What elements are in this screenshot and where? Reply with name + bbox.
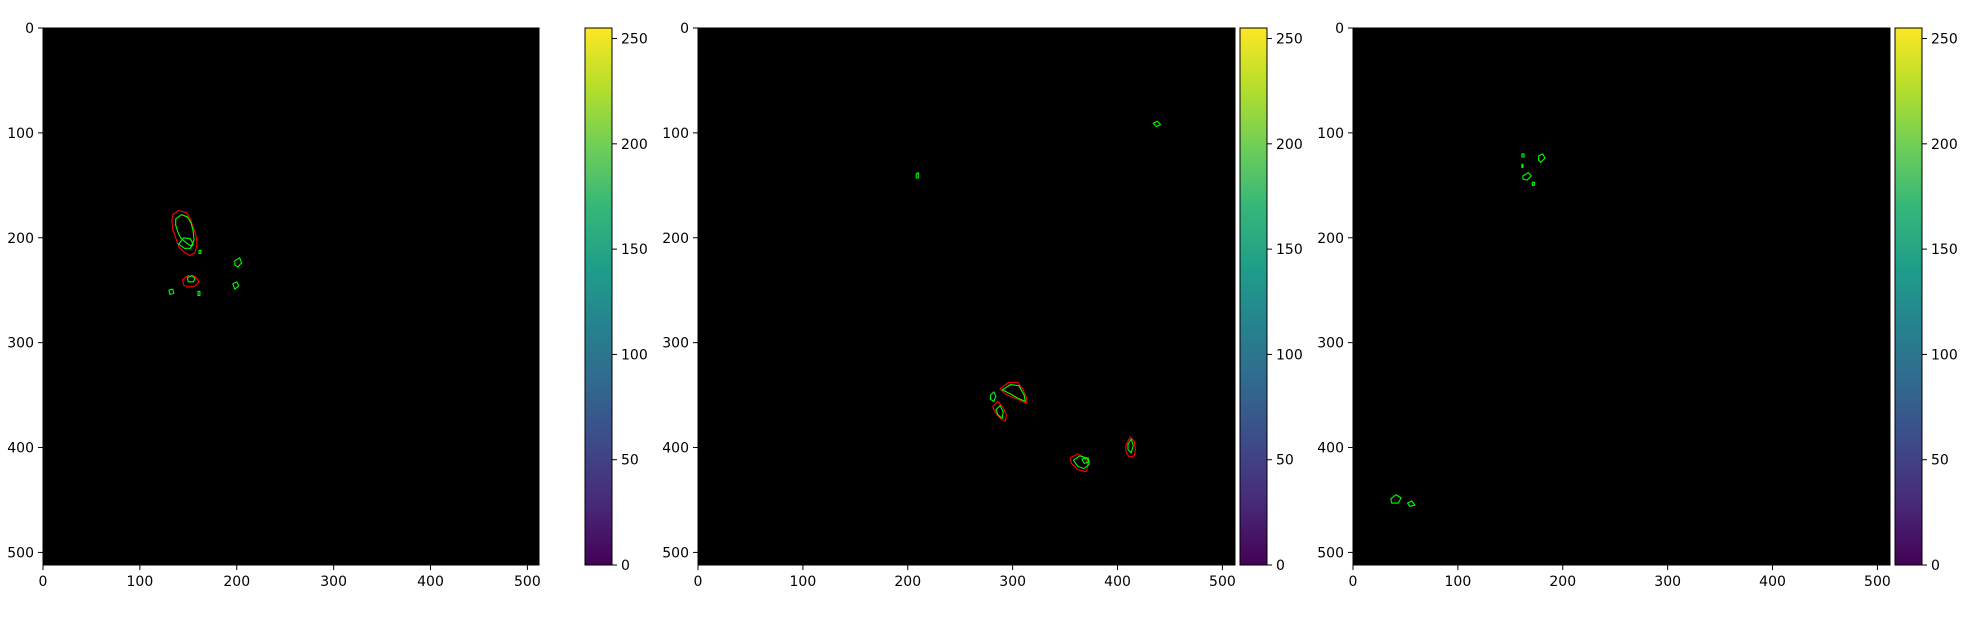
prediction-contour <box>915 172 919 179</box>
panel-2: 0 100 200 300 400 500 0 100 200 300 400 500 0 50 100 15… <box>662 21 1302 590</box>
y-tick-label: 200 <box>7 231 34 247</box>
prediction-contour <box>178 237 194 249</box>
prediction-contour <box>1001 384 1026 402</box>
prediction-contour <box>1072 455 1090 470</box>
x-tick-label: 200 <box>223 574 250 590</box>
y-tick-label: 100 <box>1317 126 1344 142</box>
prediction-contour <box>1521 163 1524 169</box>
colorbar-tick-label: 250 <box>1276 32 1303 48</box>
y-tick-label: 200 <box>662 231 689 247</box>
prediction-contour <box>234 257 243 268</box>
prediction-contour <box>1390 494 1402 504</box>
colorbar-tick-label: 0 <box>1931 558 1940 574</box>
x-tick-label: 100 <box>127 574 154 590</box>
x-tick-label: 300 <box>320 574 347 590</box>
colorbar-tick-label: 50 <box>1931 453 1949 469</box>
y-tick-label: 0 <box>680 21 689 37</box>
x-tick-label: 200 <box>894 574 921 590</box>
y-tick-label: 300 <box>7 336 34 352</box>
x-tick-label: 500 <box>1209 574 1236 590</box>
prediction-contour <box>1406 500 1416 507</box>
x-tick-label: 100 <box>1445 574 1472 590</box>
label-contour <box>1125 436 1136 458</box>
prediction-contour <box>995 405 1004 419</box>
prediction-contour <box>186 274 196 283</box>
label-contour <box>181 274 200 288</box>
colorbar-tick-label: 100 <box>1931 347 1958 363</box>
prediction-contour <box>1127 438 1134 454</box>
x-tick-label: 0 <box>1349 574 1358 590</box>
x-tick-label: 400 <box>1104 574 1131 590</box>
prediction-contour <box>168 288 175 295</box>
colorbar-tick-label: 100 <box>621 347 648 363</box>
y-tick-label: 400 <box>662 441 689 457</box>
prediction-contour <box>1538 153 1546 163</box>
x-tick-label: 500 <box>1864 574 1891 590</box>
prediction-contour <box>1152 120 1162 128</box>
colorbar <box>584 27 613 566</box>
x-tick-label: 0 <box>39 574 48 590</box>
y-tick-label: 300 <box>1317 336 1344 352</box>
y-tick-label: 0 <box>25 21 34 37</box>
label-contour <box>999 381 1027 405</box>
colorbar-tick-label: 150 <box>621 242 648 258</box>
colorbar-tick-label: 150 <box>1276 242 1303 258</box>
y-tick-label: 100 <box>7 126 34 142</box>
panel-1: 0 100 200 300 400 500 0 100 200 300 400 500 0 50 100 15… <box>7 21 647 590</box>
colorbar-tick-label: 50 <box>621 453 639 469</box>
colorbar-tick-label: 250 <box>1931 32 1958 48</box>
label-contour <box>171 209 198 257</box>
prediction-contour <box>197 290 201 297</box>
image-area <box>1353 28 1890 565</box>
y-tick-label: 100 <box>662 126 689 142</box>
axes-frame <box>42 27 540 566</box>
colorbar-tick-label: 200 <box>621 137 648 153</box>
x-tick-label: 200 <box>1549 574 1576 590</box>
prediction-contour <box>198 249 202 255</box>
y-tick-label: 300 <box>662 336 689 352</box>
prediction-contour <box>1521 153 1525 158</box>
colorbar-tick-label: 0 <box>1276 558 1285 574</box>
colorbar <box>1239 27 1268 566</box>
y-tick-label: 400 <box>7 441 34 457</box>
x-tick-label: 0 <box>694 574 703 590</box>
y-tick-label: 500 <box>7 545 34 561</box>
panel-3: 0 100 200 300 400 500 0 100 200 300 400 500 0 50 100 15… <box>1317 21 1957 590</box>
colorbar-tick-label: 250 <box>621 32 648 48</box>
axes-frame <box>1352 27 1891 566</box>
x-tick-label: 300 <box>999 574 1026 590</box>
y-tick-label: 500 <box>1317 545 1344 561</box>
colorbar-tick-label: 100 <box>1276 347 1303 363</box>
label-contour <box>992 400 1007 422</box>
y-tick-label: 0 <box>1335 21 1344 37</box>
image-area <box>43 28 539 565</box>
colorbar-tick-label: 200 <box>1931 137 1958 153</box>
prediction-contour <box>1522 172 1532 181</box>
colorbar <box>1894 27 1923 566</box>
x-tick-label: 400 <box>1759 574 1786 590</box>
label-contour <box>1069 453 1089 473</box>
prediction-contour <box>990 391 997 402</box>
colorbar-tick-label: 150 <box>1931 242 1958 258</box>
prediction-contour <box>232 281 240 290</box>
y-tick-label: 200 <box>1317 231 1344 247</box>
x-tick-label: 400 <box>417 574 444 590</box>
x-tick-label: 100 <box>790 574 817 590</box>
x-tick-label: 500 <box>514 574 541 590</box>
colorbar-tick-label: 200 <box>1276 137 1303 153</box>
colorbar-tick-label: 50 <box>1276 453 1294 469</box>
prediction-contour <box>1081 457 1090 464</box>
prediction-contour <box>1531 181 1535 186</box>
y-tick-label: 500 <box>662 545 689 561</box>
x-tick-label: 300 <box>1654 574 1681 590</box>
colorbar-tick-label: 0 <box>621 558 630 574</box>
image-area <box>698 28 1235 565</box>
axes-frame <box>697 27 1236 566</box>
y-tick-label: 400 <box>1317 441 1344 457</box>
